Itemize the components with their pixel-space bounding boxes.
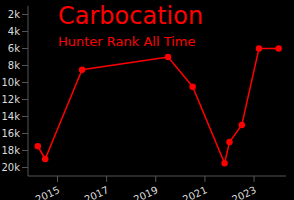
svg-text:12k: 12k <box>8 94 20 105</box>
svg-text:10k: 10k <box>8 77 20 88</box>
svg-text:8k: 8k <box>8 60 20 71</box>
svg-text:2015: 2015 <box>34 184 62 200</box>
svg-text:2019: 2019 <box>132 184 160 200</box>
svg-text:2023: 2023 <box>230 184 258 200</box>
svg-text:4k: 4k <box>8 26 20 37</box>
svg-text:2017: 2017 <box>83 184 111 200</box>
svg-text:6k: 6k <box>8 43 20 54</box>
svg-text:18k: 18k <box>8 145 20 156</box>
html-text:Hunter Rank All Time: Hunter Rank All Time <box>58 34 196 49</box>
svg-text:16k: 16k <box>8 128 20 139</box>
svg-text:2k: 2k <box>8 9 20 20</box>
svg-text:2021: 2021 <box>181 184 209 200</box>
svg-text:14k: 14k <box>8 111 20 122</box>
svg-text:20k: 20k <box>8 162 20 173</box>
html-text:Carbocation: Carbocation <box>58 2 204 30</box>
